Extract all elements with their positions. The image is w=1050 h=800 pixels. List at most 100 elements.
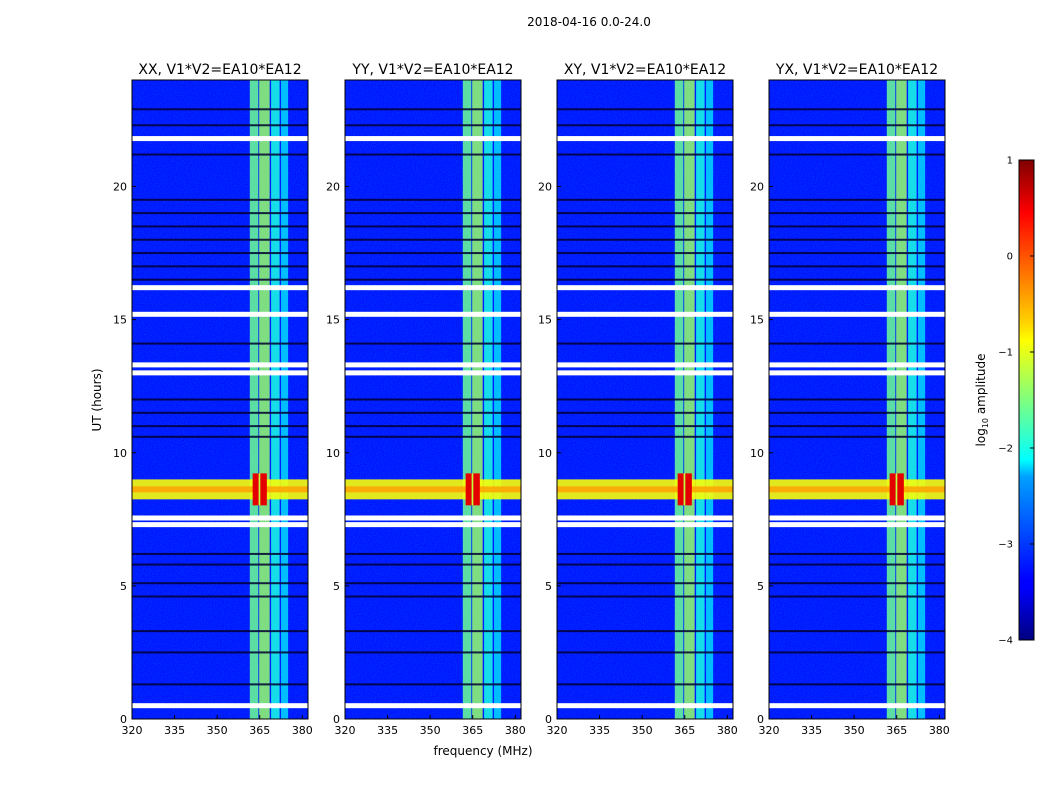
dark-row xyxy=(557,582,733,585)
figure-title: 2018-04-16 0.0-24.0 xyxy=(527,15,651,29)
dark-row xyxy=(345,265,521,268)
y-tick-label: 20 xyxy=(750,181,764,194)
blank-row xyxy=(769,311,945,317)
dark-row xyxy=(557,651,733,654)
y-tick-label: 5 xyxy=(120,580,127,593)
dark-row xyxy=(769,278,945,281)
event-peak-gap xyxy=(895,473,898,506)
dark-row xyxy=(345,630,521,633)
panel-frame xyxy=(344,79,522,720)
blank-row xyxy=(345,370,521,376)
dark-row xyxy=(132,435,308,438)
blank-row xyxy=(132,703,308,709)
dark-row xyxy=(769,198,945,201)
y-tick-label: 15 xyxy=(750,314,764,327)
y-tick-label: 0 xyxy=(757,713,764,726)
blank-row xyxy=(132,311,308,317)
dark-row xyxy=(345,651,521,654)
dark-row xyxy=(769,563,945,566)
dark-row xyxy=(769,435,945,438)
colorbar-tick-label: 0 xyxy=(1007,252,1013,263)
y-tick-label: 20 xyxy=(113,181,127,194)
event-band-core xyxy=(769,486,945,493)
blank-row xyxy=(769,370,945,376)
dark-row xyxy=(769,683,945,686)
y-tick-label: 5 xyxy=(757,580,764,593)
dark-row xyxy=(345,278,521,281)
event-peak-gap xyxy=(471,473,474,506)
dark-row xyxy=(132,225,308,228)
dark-row xyxy=(557,425,733,428)
blank-row xyxy=(345,285,521,291)
dark-row xyxy=(345,425,521,428)
dark-row xyxy=(345,212,521,215)
x-tick-label: 365 xyxy=(462,724,483,737)
dark-row xyxy=(557,398,733,401)
dark-row xyxy=(345,563,521,566)
dark-row xyxy=(557,411,733,414)
y-tick-label: 5 xyxy=(545,580,552,593)
dark-row xyxy=(132,108,308,111)
colorbar-label-rest: amplitude xyxy=(974,354,988,418)
dark-row xyxy=(132,651,308,654)
dark-row xyxy=(345,342,521,345)
dark-row xyxy=(132,124,308,127)
x-tick-label: 350 xyxy=(207,724,228,737)
colorbar: 10−1−2−3−4 log10 amplitude xyxy=(974,156,1035,647)
y-tick-label: 15 xyxy=(113,314,127,327)
dark-row xyxy=(557,238,733,241)
event-band-core xyxy=(132,486,308,493)
panel-frame xyxy=(131,79,309,720)
x-tick-label: 320 xyxy=(335,724,356,737)
dark-row xyxy=(769,212,945,215)
dark-row xyxy=(132,425,308,428)
x-tick-label: 320 xyxy=(547,724,568,737)
dark-row xyxy=(769,153,945,156)
blank-row xyxy=(345,703,521,709)
panel-frame xyxy=(556,79,734,720)
y-tick-label: 15 xyxy=(538,314,552,327)
dark-row xyxy=(557,252,733,255)
colorbar-tick-label: −3 xyxy=(998,540,1013,551)
colorbar-tick-label: −2 xyxy=(998,444,1013,455)
dark-row xyxy=(132,630,308,633)
dark-row xyxy=(557,683,733,686)
x-tick-label: 335 xyxy=(377,724,398,737)
dark-row xyxy=(769,582,945,585)
dark-row xyxy=(557,153,733,156)
dark-row xyxy=(345,124,521,127)
dark-row xyxy=(345,683,521,686)
dark-row xyxy=(132,683,308,686)
dark-row xyxy=(557,595,733,598)
dark-row xyxy=(132,595,308,598)
dark-row xyxy=(345,108,521,111)
x-tick-label: 365 xyxy=(886,724,907,737)
blank-row xyxy=(345,522,521,528)
blank-row xyxy=(132,522,308,528)
dark-row xyxy=(557,124,733,127)
dark-row xyxy=(132,265,308,268)
dark-row xyxy=(769,342,945,345)
colorbar-tick-label: 1 xyxy=(1007,156,1013,167)
x-axis-label: frequency (MHz) xyxy=(433,744,532,758)
blank-row xyxy=(132,136,308,142)
y-tick-label: 10 xyxy=(750,447,764,460)
dark-row xyxy=(769,252,945,255)
blank-row xyxy=(132,370,308,376)
blank-row xyxy=(132,285,308,291)
dark-row xyxy=(345,411,521,414)
dark-row xyxy=(769,225,945,228)
panel-yy: YY, V1*V2=EA10*EA12 320 335 350 365 380 0 5 10 15… xyxy=(326,62,526,737)
dark-row xyxy=(557,563,733,566)
blank-row xyxy=(345,136,521,142)
x-tick-label: 335 xyxy=(164,724,185,737)
dark-row xyxy=(345,238,521,241)
dark-row xyxy=(132,252,308,255)
dark-row xyxy=(345,198,521,201)
blank-row xyxy=(557,311,733,317)
dark-row xyxy=(132,582,308,585)
event-band-core xyxy=(557,486,733,493)
dark-row xyxy=(132,411,308,414)
dark-row xyxy=(132,238,308,241)
